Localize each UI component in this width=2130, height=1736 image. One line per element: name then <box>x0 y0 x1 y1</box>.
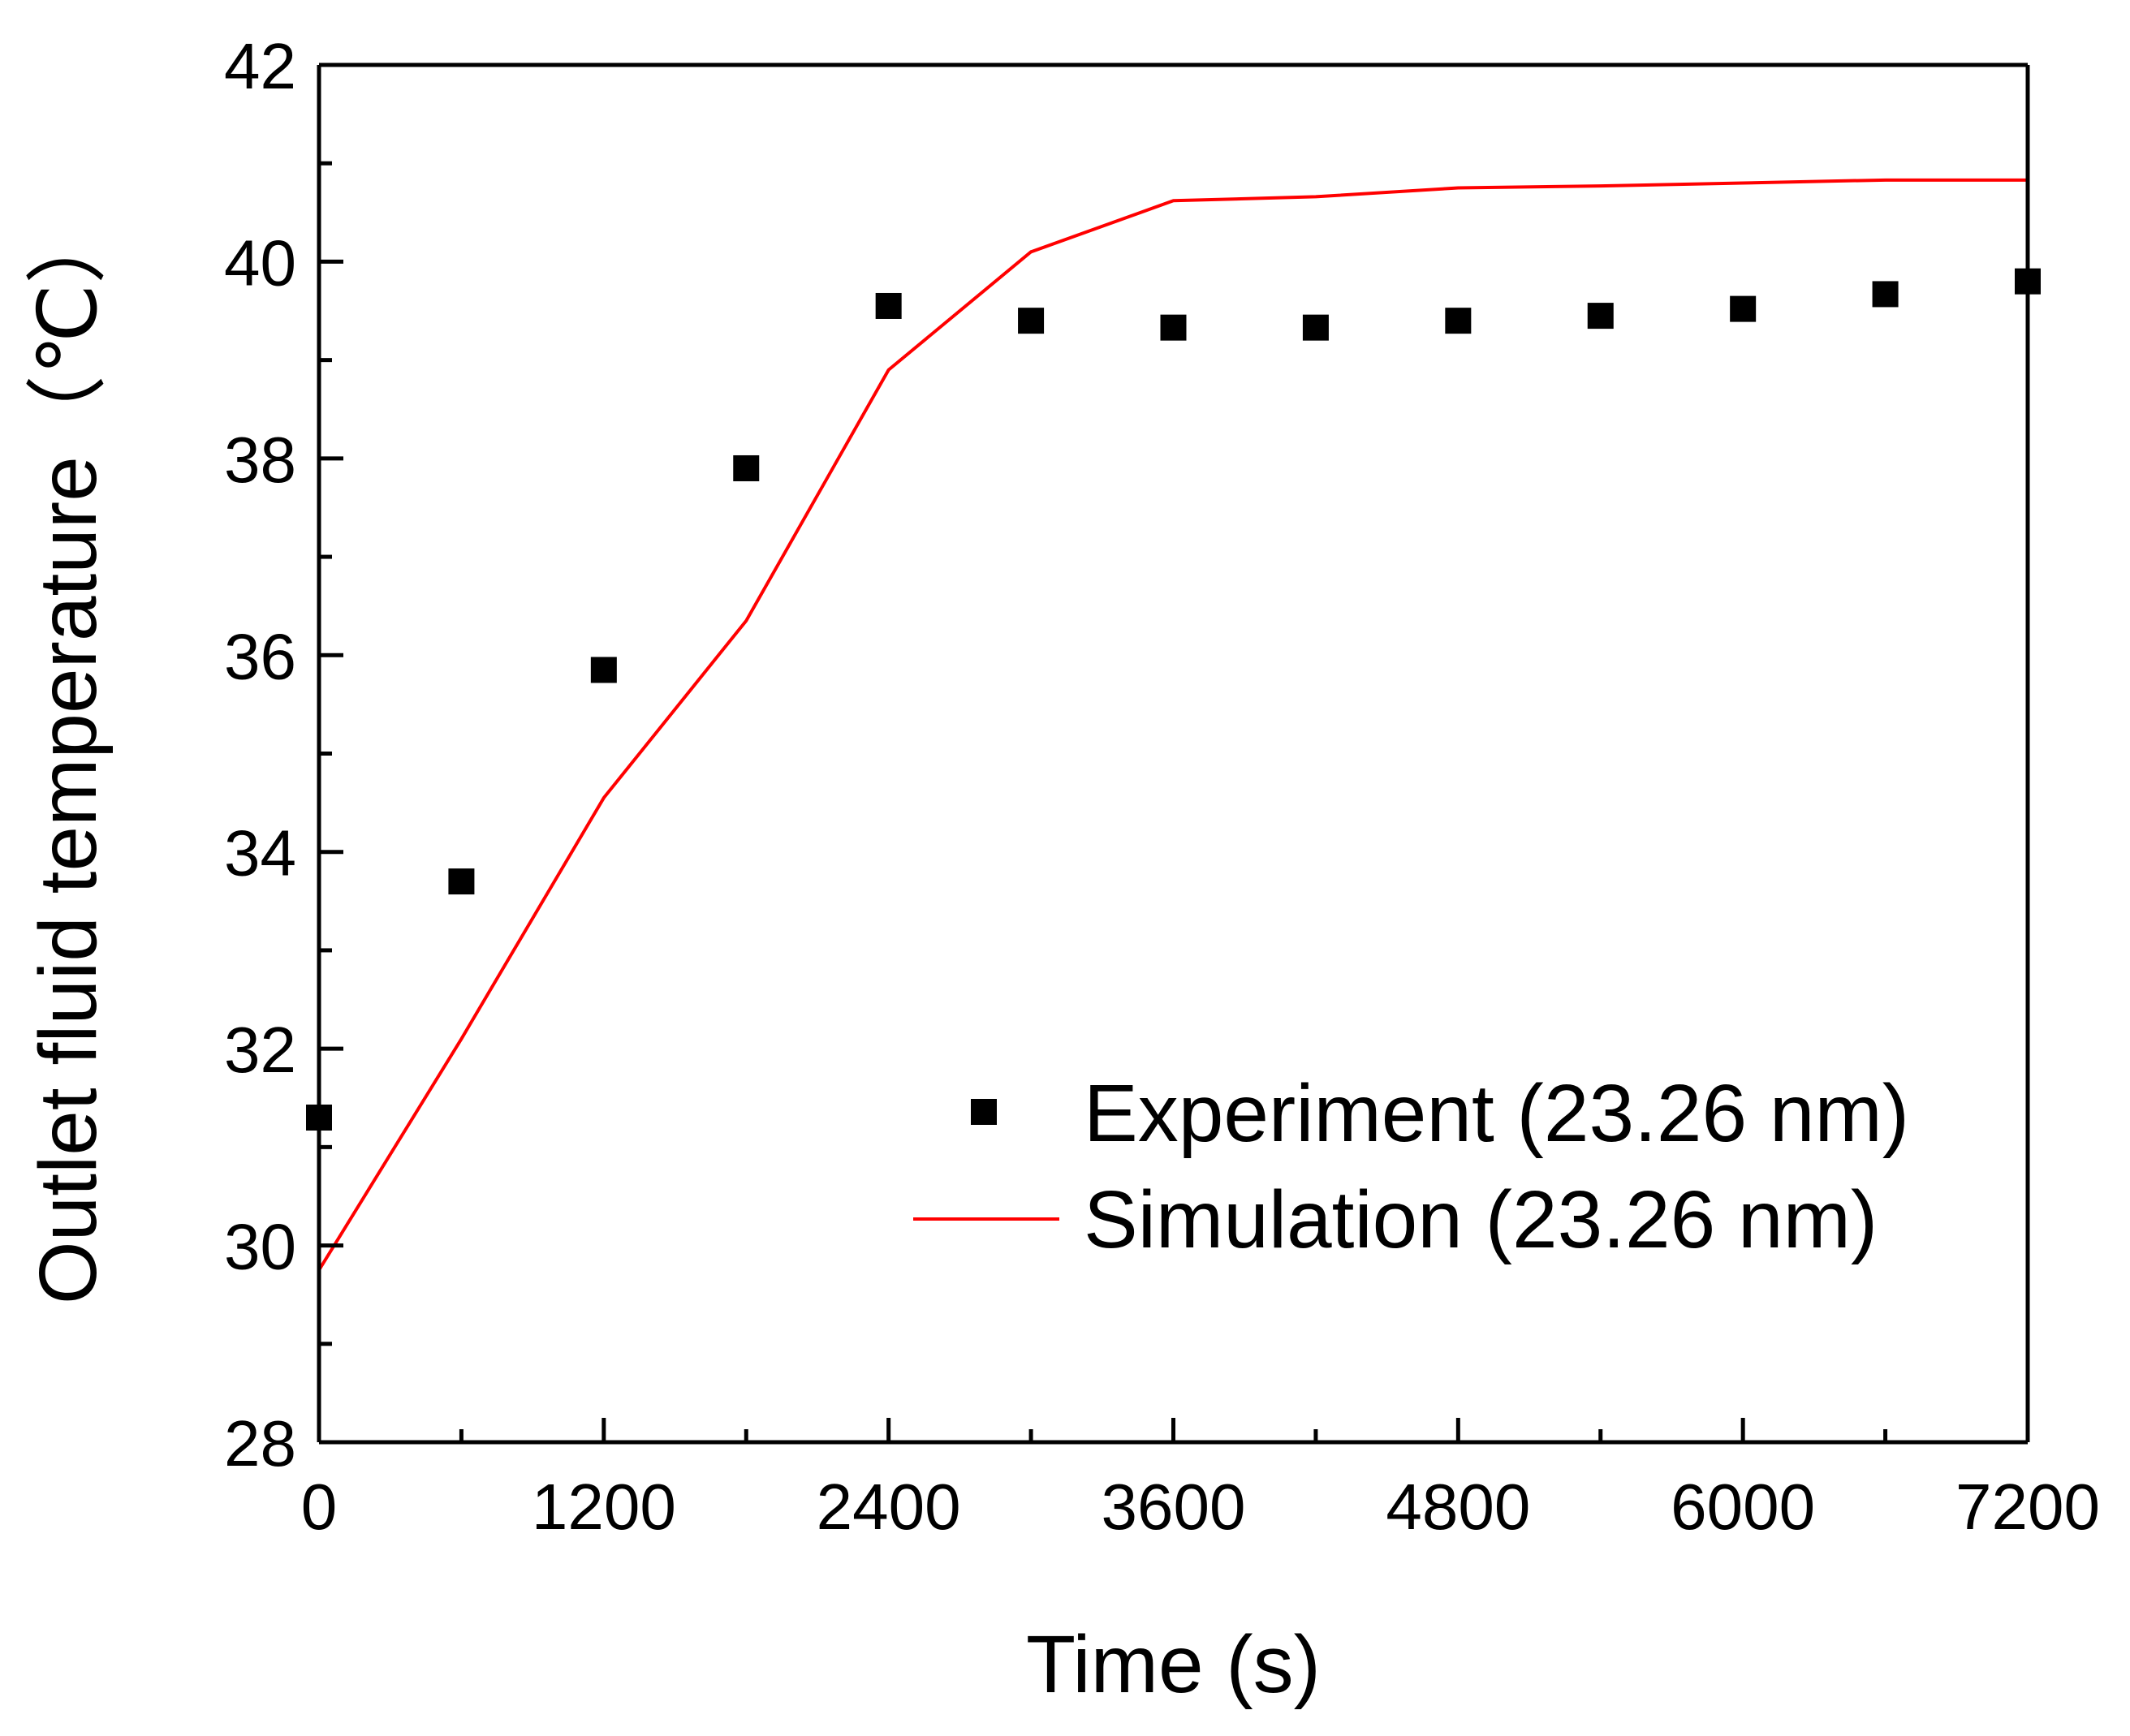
experiment-point <box>590 657 617 683</box>
y-tick-label: 32 <box>224 1014 296 1086</box>
experiment-point <box>1587 303 1614 330</box>
y-tick-label: 30 <box>224 1211 296 1283</box>
experiment-point <box>875 292 902 319</box>
legend-label-simulation: Simulation (23.26 nm) <box>1084 1174 1878 1265</box>
x-tick-label: 3600 <box>1102 1471 1246 1543</box>
x-tick-label: 7200 <box>1955 1471 2100 1543</box>
y-tick-label: 40 <box>224 226 296 299</box>
axes-layer: 0 1200 2400 3600 4800 6000 7200 28 30 32 34 36 38 40 4… <box>224 30 2100 1543</box>
y-tick-label: 36 <box>224 620 296 692</box>
y-axis-title: Outlet fluid temperature（℃） <box>23 203 114 1304</box>
x-tick-label: 0 <box>301 1471 338 1543</box>
x-tick-label: 6000 <box>1671 1471 1815 1543</box>
x-axis-title: Time (s) <box>1026 1619 1321 1710</box>
legend-label-experiment: Experiment (23.26 nm) <box>1084 1068 1909 1159</box>
x-tick-label: 2400 <box>817 1471 961 1543</box>
experiment-point <box>448 868 475 895</box>
experiment-point <box>1018 308 1045 334</box>
legend: Experiment (23.26 nm) Simulation (23.26 … <box>913 1068 1909 1265</box>
experiment-point <box>1872 281 1899 308</box>
simulation-line <box>317 178 2028 1271</box>
y-tick-label: 34 <box>224 817 296 890</box>
experiment-point <box>733 454 760 481</box>
y-tick-label: 42 <box>224 30 296 102</box>
y-tick-label: 28 <box>224 1407 296 1480</box>
x-tick-label: 4800 <box>1386 1471 1530 1543</box>
experiment-point <box>1730 295 1757 322</box>
legend-marker-experiment <box>971 1099 997 1125</box>
experiment-point <box>1160 314 1187 341</box>
experiment-point <box>1302 314 1329 341</box>
x-tick-label: 1200 <box>532 1471 676 1543</box>
experiment-point <box>1445 308 1472 334</box>
y-tick-label: 38 <box>224 424 296 496</box>
